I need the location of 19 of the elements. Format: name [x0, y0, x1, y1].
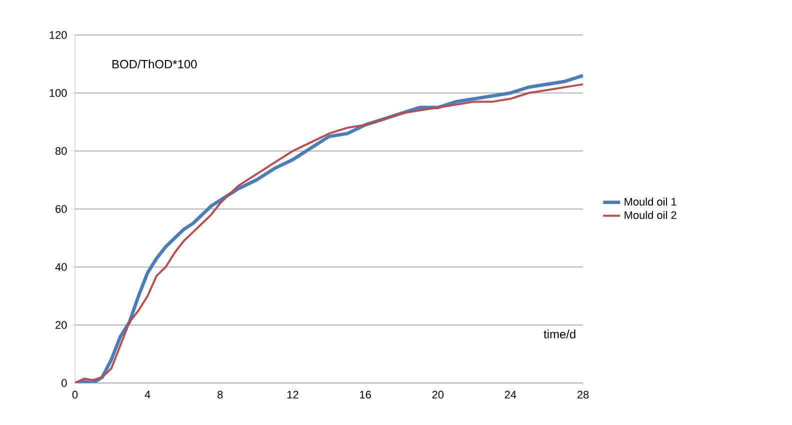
legend-label: Mould oil 1 — [624, 198, 676, 206]
y-tick-label: 60 — [56, 205, 67, 213]
y-axis-title: BOD/ThOD*100 — [112, 60, 197, 68]
y-tick-label: 0 — [62, 379, 67, 387]
legend-label: Mould oil 2 — [624, 210, 676, 220]
y-tick-label: 80 — [56, 147, 67, 155]
y-tick-label: 40 — [55, 263, 67, 271]
x-axis-title: time/d — [544, 330, 576, 338]
x-tick-label: 16 — [360, 390, 371, 399]
y-tick-label: 20 — [56, 321, 67, 329]
x-tick-label: 28 — [577, 390, 589, 399]
x-tick-label: 12 — [287, 390, 298, 398]
x-tick-label: 8 — [218, 390, 223, 399]
x-tick-label: 20 — [432, 390, 444, 399]
y-tick-label: 100 — [50, 89, 67, 97]
y-tick-label: 120 — [50, 31, 67, 39]
x-tick-label: 0 — [72, 390, 78, 399]
x-tick-label: 4 — [144, 390, 150, 398]
x-tick-label: 24 — [504, 390, 516, 398]
